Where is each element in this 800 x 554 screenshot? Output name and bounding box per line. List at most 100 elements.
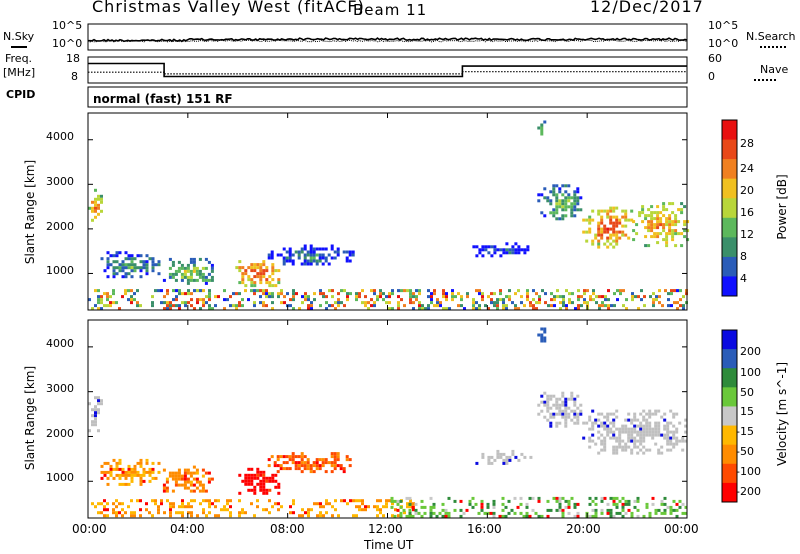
- velocity-heatmap-cell: [145, 470, 149, 474]
- power-heatmap-cell: [190, 298, 193, 302]
- velocity-heatmap-cell: [561, 511, 565, 515]
- power-heatmap-cell: [94, 215, 97, 219]
- power-heatmap-cell: [133, 263, 137, 267]
- velocity-heatmap-cell: [321, 461, 325, 465]
- power-heatmap-cell: [367, 307, 370, 311]
- power-heatmap-cell: [568, 292, 571, 296]
- power-heatmap-cell: [130, 289, 133, 293]
- velocity-colorbar-swatch: [722, 368, 737, 388]
- power-heatmap-cell: [229, 304, 232, 308]
- power-heatmap-cell: [610, 304, 613, 308]
- power-heatmap-cell: [250, 263, 254, 267]
- velocity-heatmap-cell: [274, 473, 278, 477]
- velocity-heatmap-cell: [100, 402, 103, 406]
- velocity-heatmap-cell: [624, 424, 628, 428]
- power-heatmap-cell: [244, 269, 248, 273]
- velocity-heatmap-cell: [654, 433, 658, 437]
- power-heatmap-cell: [195, 278, 199, 282]
- power-heatmap-cell: [277, 292, 280, 296]
- velocity-heatmap-cell: [348, 458, 352, 462]
- power-heatmap-cell: [183, 269, 187, 273]
- power-heatmap-cell: [97, 289, 100, 293]
- power-heatmap-cell: [208, 292, 211, 296]
- power-heatmap-cell: [210, 278, 214, 282]
- power-heatmap-cell: [103, 292, 106, 296]
- velocity-heatmap-cell: [663, 433, 667, 437]
- velocity-heatmap-cell: [157, 461, 161, 465]
- power-heatmap-region: [472, 242, 530, 258]
- velocity-heatmap-cell: [639, 430, 643, 434]
- power-heatmap-cell: [631, 292, 634, 296]
- power-heatmap-cell: [502, 248, 506, 252]
- velocity-heatmap-cell: [630, 448, 634, 452]
- velocity-heatmap-cell: [471, 505, 475, 509]
- power-heatmap-cell: [97, 298, 100, 302]
- velocity-heatmap-cell: [349, 499, 352, 503]
- power-heatmap-cell: [457, 292, 460, 296]
- velocity-heatmap-cell: [346, 502, 349, 506]
- power-heatmap-cell: [256, 275, 260, 279]
- power-heatmap-cell: [250, 278, 254, 282]
- velocity-heatmap-cell: [630, 433, 634, 437]
- power-heatmap-cell: [115, 301, 118, 305]
- velocity-heatmap-cell: [187, 511, 190, 515]
- power-heatmap-cell: [109, 263, 113, 267]
- power-heatmap-cell: [112, 269, 116, 273]
- power-heatmap-cell: [576, 208, 580, 212]
- power-heatmap-cell: [241, 298, 244, 302]
- velocity-heatmap-cell: [663, 436, 667, 440]
- velocity-heatmap-cell: [391, 514, 394, 518]
- velocity-heatmap-cell: [594, 418, 598, 422]
- velocity-heatmap-cell: [669, 436, 673, 440]
- x-tick-0000: 00:00: [72, 522, 107, 536]
- velocity-heatmap-cell: [615, 415, 619, 419]
- velocity-heatmap-cell: [561, 508, 565, 512]
- velocity-heatmap-cell: [549, 394, 553, 398]
- velocity-heatmap-cell: [591, 439, 595, 443]
- velocity-heatmap-cell: [229, 499, 232, 503]
- power-heatmap-cell: [345, 256, 349, 260]
- power-heatmap-cell: [481, 254, 485, 258]
- velocity-heatmap-cell: [306, 461, 310, 465]
- power-heatmap-cell: [662, 238, 666, 242]
- power-heatmap-cell: [106, 260, 110, 264]
- velocity-heatmap-cell: [319, 502, 322, 506]
- power-heatmap-cell: [567, 184, 571, 188]
- power-heatmap-cell: [564, 214, 568, 218]
- power-heatmap-cell: [124, 289, 127, 293]
- velocity-heatmap-cell: [645, 502, 649, 506]
- velocity-heatmap-cell: [162, 486, 166, 490]
- velocity-heatmap-cell: [118, 473, 122, 477]
- power-heatmap-cell: [430, 298, 433, 302]
- power-heatmap-cell: [304, 295, 307, 299]
- velocity-heatmap-cell: [432, 505, 436, 509]
- power-heatmap-cell: [457, 304, 460, 308]
- velocity-heatmap-cell: [657, 430, 661, 434]
- n-sky-label: N.Sky: [3, 30, 35, 43]
- power-heatmap-cell: [526, 245, 530, 249]
- velocity-heatmap-cell: [106, 514, 109, 518]
- velocity-heatmap-cell: [588, 502, 592, 506]
- velocity-heatmap-cell: [567, 406, 571, 410]
- power-heatmap-cell: [379, 295, 382, 299]
- power-heatmap-cell: [282, 262, 286, 266]
- velocity-heatmap-cell: [148, 467, 152, 471]
- velocity-heatmap-cell: [447, 496, 451, 500]
- power-heatmap-cell: [671, 235, 675, 239]
- velocity-heatmap-cell: [517, 458, 521, 462]
- power-heatmap-cell: [301, 295, 304, 299]
- power-heatmap-cell: [615, 230, 619, 234]
- power-heatmap-cell: [650, 229, 654, 233]
- velocity-heatmap-cell: [654, 421, 658, 425]
- power-heatmap-cell: [379, 289, 382, 293]
- power-heatmap-cell: [634, 295, 637, 299]
- velocity-heatmap-cell: [663, 502, 667, 506]
- power-heatmap-cell: [207, 272, 211, 276]
- velocity-heatmap-cell: [300, 458, 304, 462]
- power-heatmap-cell: [304, 298, 307, 302]
- velocity-heatmap-cell: [211, 502, 214, 506]
- power-heatmap-region: [632, 202, 690, 248]
- power-heatmap-cell: [291, 253, 295, 257]
- power-heatmap-cell: [210, 266, 214, 270]
- velocity-heatmap-cell: [396, 502, 400, 506]
